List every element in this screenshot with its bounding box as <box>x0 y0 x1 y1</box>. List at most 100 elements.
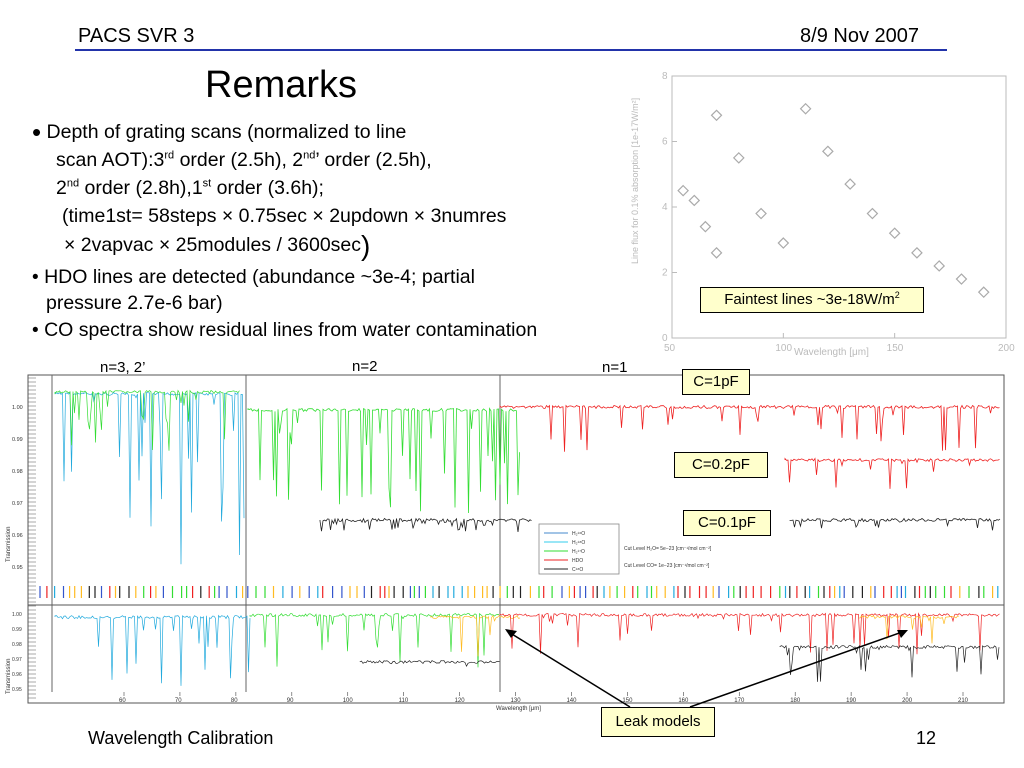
order-label-n1: n=1 <box>602 359 628 376</box>
data-point-diamond <box>888 227 901 240</box>
x-axis-label: Wavelength [μm] <box>794 347 869 358</box>
data-point-diamond <box>911 247 923 259</box>
spectrum-red-lower <box>499 612 1000 655</box>
x-tick-label: 100 <box>775 343 792 354</box>
legend-label: H₂¹⁶O <box>572 531 585 537</box>
data-point-diamond <box>710 109 723 122</box>
x-tick-label: 210 <box>958 698 969 704</box>
bullet-2-line-1: • HDO lines are detected (abundance ~3e-… <box>32 266 475 288</box>
order-label-n2: n=2 <box>352 358 378 375</box>
data-point-diamond <box>777 237 790 249</box>
header-divider <box>75 49 947 51</box>
spectrum-black-lower-right <box>779 644 1000 682</box>
spectrum-orange-leak-right <box>859 615 959 644</box>
spectrum-green-lower <box>249 612 500 668</box>
arrowhead-right <box>897 630 908 638</box>
x-tick-label: 80 <box>231 698 238 704</box>
legend-label: H₂¹⁸O <box>572 540 585 546</box>
upper-y-tick-label: 0.99 <box>12 437 23 443</box>
y-tick-label: 8 <box>662 71 668 82</box>
x-tick-label: 50 <box>664 343 676 354</box>
spectrum-hdo-0-2pf <box>784 457 1000 489</box>
data-point-diamond <box>822 145 834 158</box>
x-tick-label: 200 <box>998 343 1015 354</box>
x-tick-label: 180 <box>790 698 801 704</box>
upper-y-tick-label: 0.95 <box>12 565 23 571</box>
spectrum-co-order2 <box>319 517 532 532</box>
upper-y-tick-label: 0.96 <box>12 533 23 539</box>
x-tick-label: 190 <box>846 698 857 704</box>
data-point-diamond <box>699 220 712 233</box>
page-number: 12 <box>915 728 936 748</box>
x-tick-label: 110 <box>399 698 409 704</box>
x-tick-label: 200 <box>902 698 913 704</box>
spectrum-legend: H₂¹⁶O H₂¹⁸O H₂¹⁷O HDO C¹⁸O Cut Level H₂O= 5e… <box>538 523 712 575</box>
data-point-diamond <box>933 260 946 272</box>
arrowhead-left <box>505 629 517 638</box>
leak-models-callout: Leak models <box>601 707 715 737</box>
bullet-2-line-2: pressure 2.7e-6 bar) <box>46 292 223 314</box>
x-tick-label: 140 <box>566 698 577 704</box>
data-point-diamond <box>866 207 879 220</box>
y-axis-label: Line flux for 0.1% absorption [1e-17W/m²… <box>630 98 640 264</box>
bullet-dot: • <box>32 267 39 288</box>
lower-y-tick-label: 0.97 <box>12 657 22 663</box>
x-tick-label: 150 <box>887 343 904 354</box>
lower-y-tick-label: 0.98 <box>12 642 22 648</box>
legend-label: H₂¹⁷O <box>572 549 585 555</box>
bullet-1-line-5: × 2vapvac × 25modules / 3600sec) <box>64 230 371 261</box>
data-point-diamond <box>977 286 990 298</box>
data-point-diamond <box>799 102 812 115</box>
data-point-diamond <box>844 178 856 190</box>
upper-y-tick-label: 0.98 <box>12 469 23 475</box>
data-point-diamond <box>732 152 745 164</box>
upper-y-tick-label: 0.97 <box>12 501 23 507</box>
x-tick-label: 150 <box>622 698 633 704</box>
header-left: PACS SVR 3 <box>78 25 195 47</box>
spectrum-green-upper <box>54 389 240 451</box>
faintest-lines-callout: Faintest lines ~3e-18W/m2 <box>700 287 924 313</box>
legend-label: C¹⁸O <box>572 567 583 573</box>
spectrum-orange-leak-left <box>429 614 521 657</box>
spectrum-cyan-lower <box>54 614 251 686</box>
data-point-diamond <box>955 273 968 285</box>
x-tick-label: 170 <box>734 698 745 704</box>
lower-y-tick-label: 1.00 <box>12 612 22 618</box>
x-tick-label: 60 <box>119 698 126 704</box>
legend-cut-level-water: Cut Level H₂O= 5e−23 [cm⁻¹/mol cm⁻²] <box>624 546 712 552</box>
lower-y-tick-label: 0.95 <box>12 687 22 693</box>
legend-label: HDO <box>572 558 583 564</box>
bullet-1-line-3: 2nd order (2.8h),1st order (3.6h); <box>56 177 324 199</box>
lower-y-axis-label: Transmission <box>6 659 12 694</box>
line-flux-scatter-plot: 0 2 4 6 8 50 100 150 200 Line flux for 0.1% abs… <box>630 71 1015 358</box>
upper-y-axis-label: Transmission <box>6 527 12 562</box>
y-tick-label: 4 <box>662 202 668 213</box>
data-point-diamond <box>688 194 701 207</box>
callout-c-0-1pf: C=0.1pF <box>683 510 771 536</box>
x-tick-label: 90 <box>287 698 294 704</box>
y-tick-label: 2 <box>662 268 668 279</box>
spectrum-green-order2 <box>247 407 520 514</box>
legend-box <box>538 523 620 575</box>
x-tick-label: 120 <box>455 698 466 704</box>
legend-cut-level-co: Cut Level CO= 1e−23 [cm⁻¹/mol cm⁻²] <box>624 563 710 569</box>
bullet-dot: • <box>32 117 42 147</box>
x-tick-label: 160 <box>678 698 689 704</box>
bullet-3: • CO spectra show residual lines from wa… <box>32 319 538 341</box>
data-point-diamond <box>677 184 689 197</box>
spectrum-black-lower <box>359 660 500 668</box>
lower-y-tick-label: 0.99 <box>12 627 22 633</box>
leak-arrow-right <box>689 630 906 708</box>
spectrum-x-axis-label: Wavelength [μm] <box>496 706 541 712</box>
lower-y-tick-label: 0.96 <box>12 672 22 678</box>
header-date: 8/9 Nov 2007 <box>800 25 919 47</box>
bullet-1-line-2: scan AOT):3rd order (2.5h), 2nd’ order (… <box>56 149 432 171</box>
bullet-1-line-1: • Depth of grating scans (normalized to … <box>32 117 407 147</box>
leak-arrow-left <box>506 630 631 708</box>
upper-y-tick-label: 1.00 <box>12 405 23 411</box>
x-tick-label: 130 <box>511 698 522 704</box>
callout-c-1pf: C=1pF <box>682 369 750 395</box>
spectrum-hdo-1pf <box>499 404 1000 452</box>
x-tick-label: 100 <box>343 698 354 704</box>
callout-c-0-2pf: C=0.2pF <box>674 452 768 478</box>
